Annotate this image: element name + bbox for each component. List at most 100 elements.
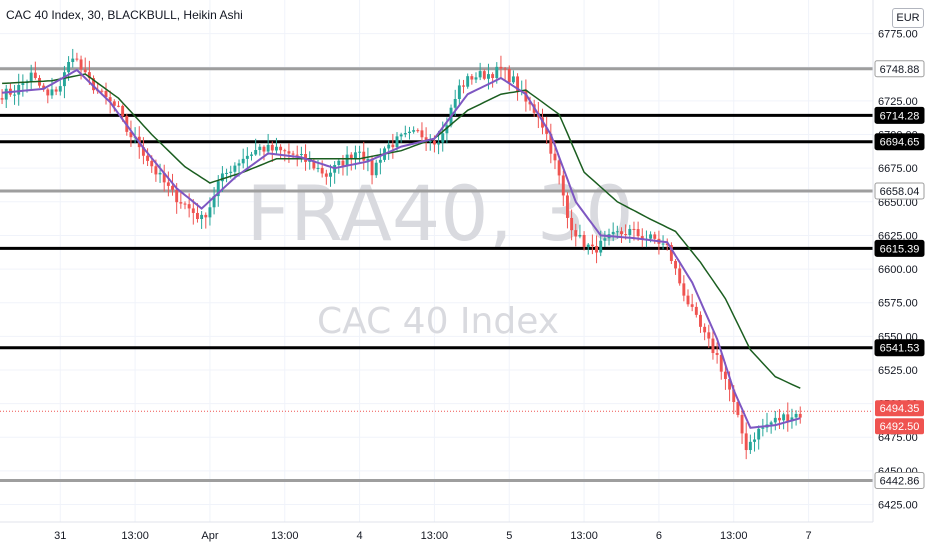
candle-body [121,105,125,117]
candle-body [636,229,640,237]
candle-body [620,231,623,235]
candle-body [408,131,411,134]
candle-body [748,441,752,451]
candle-body [798,413,802,418]
candle-body [561,175,565,196]
candle-body [649,234,653,239]
candle-body [586,244,590,248]
candle-body [603,238,607,241]
level-price-tag [874,239,925,257]
candle-body [478,71,482,78]
level-price-label: 6658.04 [880,186,920,198]
candle-body [233,165,237,172]
candle-body [266,144,270,152]
candle-body [324,173,328,177]
candle-body [403,133,407,135]
candle-body [428,140,432,142]
level-price-tag [874,60,925,78]
candle-body [719,354,723,372]
price-tick-label: 6675.00 [878,163,918,175]
candle-body [424,137,428,142]
level-price-label: 6748.88 [880,64,920,76]
candle-body [150,160,154,167]
candle-body [320,167,324,174]
candle-body [183,203,187,205]
candle-body [46,89,50,96]
candle-body [299,154,303,156]
candle-body [528,101,532,105]
candle-body [283,150,287,152]
candle-body [723,371,727,379]
time-tick-label: 7 [806,530,812,542]
candle-body [337,160,341,165]
candle-body [50,89,54,96]
candle-body [457,85,461,99]
candle-body [358,151,362,153]
level-price-label: 6615.39 [880,243,920,255]
candle-body [117,105,120,107]
candle-body [245,155,249,159]
candle-body [21,83,25,85]
price-axis[interactable]: 6425.006450.006475.006500.006525.006550.… [872,0,932,550]
candle-body [166,182,170,186]
candle-body [75,58,79,60]
currency-button[interactable]: EUR [892,8,924,28]
candle-body [707,332,711,339]
candle-body [753,439,756,442]
candle-body [416,130,420,132]
candle-body [241,158,245,164]
candle-body [0,98,4,100]
candle-body [191,208,195,213]
time-tick-label: 4 [357,530,363,542]
time-tick-label: 13:00 [570,530,598,542]
candle-body [258,146,262,151]
price-tick-label: 6475.00 [878,432,918,444]
time-tick-label: Apr [201,530,218,542]
candle-body [669,245,673,261]
price-tick-label: 6650.00 [878,197,918,209]
candle-body [42,85,46,90]
candle-body [653,234,657,239]
candle-body [615,231,619,233]
time-tick-label: 13:00 [421,530,449,542]
candle-body [104,90,108,98]
candle-body [200,214,204,220]
candle-body [17,84,21,95]
candle-body [507,69,511,83]
level-price-label: 6714.28 [880,110,920,122]
candle-body [632,228,636,230]
time-tick-label: 13:00 [720,530,748,542]
level-price-label: 6541.53 [880,343,920,355]
candle-body [412,130,416,132]
candle-body [179,202,183,204]
candle-body [470,76,474,80]
candle-body [516,76,520,92]
level-price-tag [874,106,925,124]
candle-body [715,353,719,355]
candle-body [83,69,87,73]
candle-body [274,146,278,151]
candle-body [790,417,794,422]
candle-body [744,433,748,451]
current-price-tag [875,400,924,417]
candle-body [582,234,586,248]
level-price-tag [874,182,925,200]
candle-body [349,154,353,160]
candle-body [225,172,229,174]
candle-body [329,172,332,177]
candle-body [487,74,490,79]
time-tick-label: 13:00 [121,530,149,542]
time-axis[interactable]: 31 13:00 Apr 13:00 4 13:00 5 13:00 6 13:00 7 [0,521,873,542]
candle-body [71,58,75,62]
ha-close-label: 6492.50 [880,421,920,433]
candle-body [732,389,736,403]
candle-body [474,77,478,80]
candle-body [254,150,258,155]
candle-body [229,171,233,173]
candle-body [92,78,95,91]
candle-body [291,153,295,155]
candle-body [432,140,436,145]
candle-body [366,158,370,161]
candle-body [141,147,145,156]
